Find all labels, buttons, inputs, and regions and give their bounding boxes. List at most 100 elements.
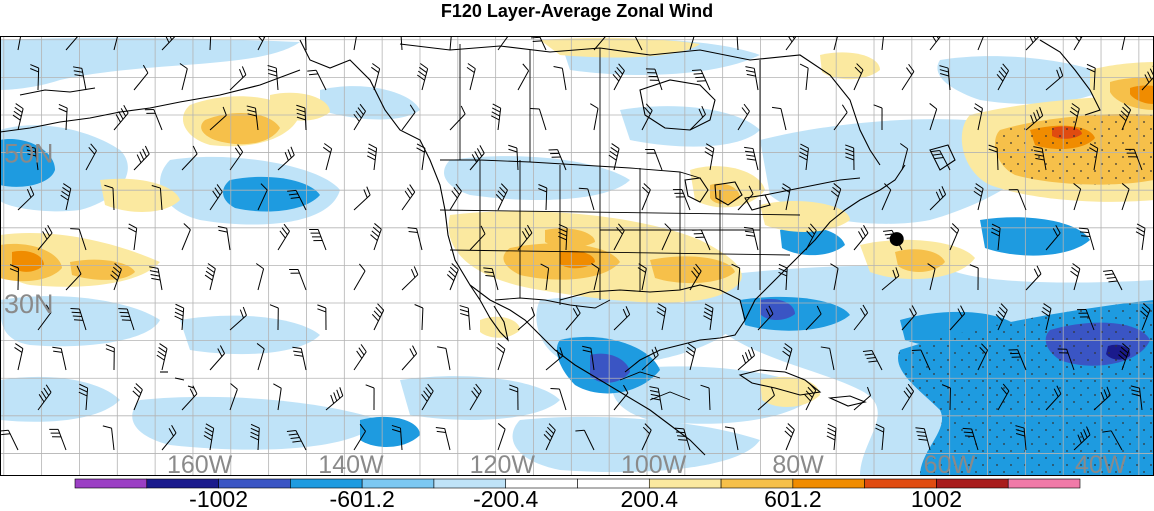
wind-barb: [531, 36, 547, 51]
wind-barb: [174, 303, 185, 331]
wind-barb: [416, 63, 429, 91]
wind-barb: [353, 36, 358, 51]
wind-barb: [689, 36, 695, 51]
wind-barb: [1089, 143, 1099, 171]
wind-barb: [1125, 148, 1143, 171]
wind-barb: [941, 384, 951, 411]
lon-label-140w: 140W: [318, 451, 384, 479]
wind-barb: [641, 183, 651, 211]
wind-barb: [833, 36, 839, 51]
wind-barb: [977, 36, 985, 51]
wind-barb: [731, 263, 741, 291]
wind-barb: [353, 344, 367, 371]
wind-barb: [128, 223, 138, 251]
coastlines: [0, 39, 1101, 456]
wind-barb: [449, 183, 462, 211]
wind-barb: [911, 349, 931, 371]
wind-barb: [289, 268, 307, 291]
wind-barb: [575, 429, 595, 451]
wind-barb: [414, 304, 424, 331]
wind-barb: [446, 263, 459, 291]
wind-barb: [12, 103, 24, 131]
wind-barb: [785, 36, 797, 51]
wind-barb: [416, 143, 426, 171]
colorbar-label-200: 200.4: [621, 486, 679, 511]
wind-barb: [1121, 183, 1130, 211]
longitude-labels: 160W 140W 120W 100W 80W 60W 40W: [167, 451, 1127, 479]
wind-barb: [267, 65, 279, 91]
wind-barb: [988, 144, 999, 171]
wind-barb: [495, 183, 508, 211]
wind-barb: [496, 343, 506, 371]
wind-barb: [1102, 430, 1123, 451]
lon-label-120w: 120W: [470, 451, 536, 479]
wind-barb: [70, 228, 87, 251]
wind-barb: [590, 103, 599, 131]
wind-barb: [929, 36, 942, 51]
wind-barb: [833, 104, 848, 131]
wind-barb: [737, 346, 755, 371]
wind-barb: [1086, 63, 1096, 91]
wind-barb: [517, 63, 530, 91]
wind-barb: [591, 263, 600, 291]
wind-barb: [181, 385, 198, 411]
wind-barb: [1070, 263, 1081, 291]
wind-barb: [1140, 303, 1151, 331]
wind-barb: [548, 149, 567, 171]
wind-barb: [830, 183, 842, 211]
wind-barb: [17, 36, 22, 51]
wind-barb: [977, 343, 989, 371]
colorbar-label-neg601: -601.2: [330, 486, 395, 511]
wind-barb: [578, 187, 595, 211]
wind-barb: [641, 346, 659, 371]
wind-barb: [613, 223, 625, 251]
wind-barb: [133, 145, 150, 171]
wind-barb: [30, 64, 40, 91]
wind-barb: [685, 343, 697, 371]
wind-barb: [292, 346, 307, 371]
wind-barb: [736, 36, 739, 51]
wind-barb: [881, 183, 892, 211]
wind-barb: [104, 184, 115, 211]
wind-barb: [307, 69, 327, 91]
wind-barb: [949, 223, 960, 251]
location-marker: [889, 232, 904, 247]
wind-barb: [469, 145, 485, 171]
wind-barb: [286, 429, 307, 451]
wind-barb: [799, 63, 809, 91]
lat-label-50n: 50N: [4, 139, 54, 169]
colorbar-label-601: 601.2: [764, 486, 822, 511]
wind-barb: [991, 223, 1001, 251]
wind-barb: [641, 423, 652, 451]
wind-barbs: [0, 36, 1154, 451]
wind-barb: [929, 103, 938, 131]
wind-barb: [915, 427, 931, 451]
wind-barb: [277, 146, 295, 171]
wind-barb: [14, 343, 24, 371]
wind-barb: [545, 347, 564, 371]
wind-barb: [674, 427, 691, 451]
wind-barb: [700, 384, 711, 411]
wind-barb: [973, 183, 984, 211]
colorbar-label-1002: 1002: [911, 486, 962, 511]
wind-barb: [1045, 385, 1062, 411]
wind-barb: [973, 103, 983, 131]
wind-barb: [204, 263, 216, 291]
wind-barb: [229, 383, 238, 411]
wind-barb: [52, 346, 67, 371]
wind-barb: [277, 223, 290, 251]
wind-barb: [151, 185, 163, 211]
wind-barb: [649, 386, 663, 411]
wind-barb: [853, 304, 869, 331]
wind-barb: [304, 36, 307, 51]
wind-barb: [209, 106, 227, 131]
wind-barb: [217, 225, 231, 251]
wind-barb: [782, 343, 793, 371]
wind-barb: [962, 427, 979, 451]
wind-barb: [1077, 308, 1095, 331]
wind-barb: [400, 36, 403, 51]
wind-barb: [1130, 385, 1143, 411]
wind-barb: [353, 263, 366, 291]
lon-label-160w: 160W: [167, 451, 233, 479]
